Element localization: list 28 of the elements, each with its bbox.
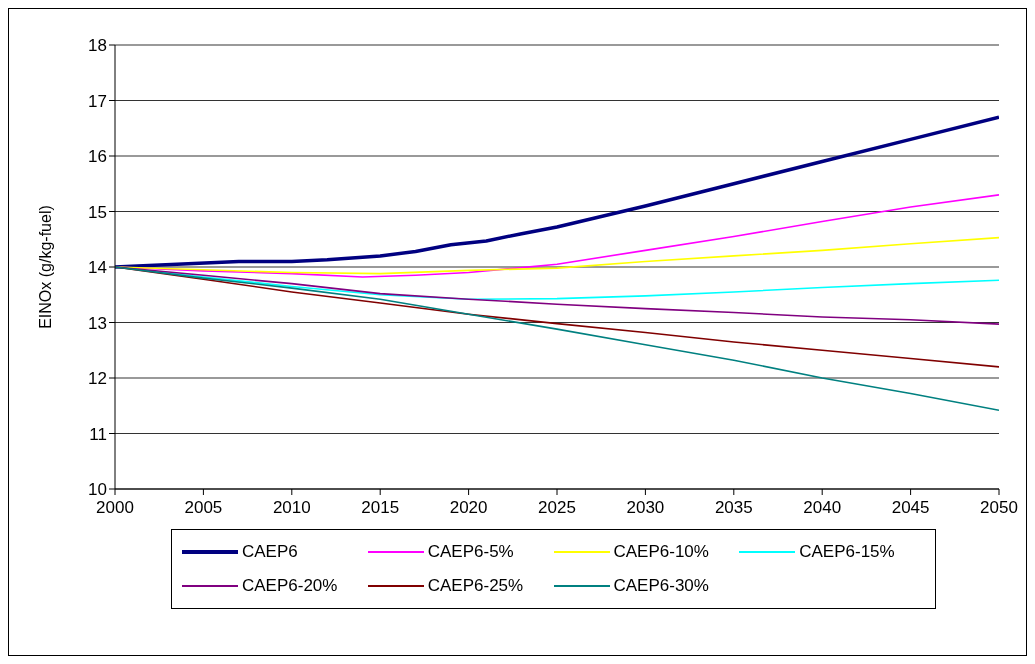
y-tick-label: 18 xyxy=(88,36,107,56)
legend-label: CAEP6-5% xyxy=(427,542,514,562)
y-tick-label: 12 xyxy=(88,369,107,389)
legend-label: CAEP6-20% xyxy=(242,576,338,596)
x-tick-label: 2010 xyxy=(272,498,311,518)
legend-label: CAEP6-10% xyxy=(613,542,709,562)
y-tick-label: 11 xyxy=(89,424,107,444)
x-tick-label: 2045 xyxy=(891,498,930,518)
y-tick-label: 13 xyxy=(88,313,107,333)
y-tick-label: 16 xyxy=(88,147,107,167)
x-tick-label: 2050 xyxy=(980,498,1018,518)
legend-label: CAEP6-15% xyxy=(799,542,895,562)
legend-label: CAEP6-25% xyxy=(427,576,524,596)
y-tick-label: 15 xyxy=(88,202,107,222)
x-tick-label: 2020 xyxy=(449,498,488,518)
x-tick-label: 2040 xyxy=(803,498,842,518)
legend-label: CAEP6 xyxy=(242,542,298,562)
y-tick-label: 17 xyxy=(88,91,107,111)
x-tick-label: 2000 xyxy=(96,498,134,518)
legend-label: CAEP6-30% xyxy=(613,576,709,596)
x-tick-label: 2030 xyxy=(626,498,665,518)
x-tick-label: 2025 xyxy=(538,498,576,518)
y-tick-label: 10 xyxy=(88,480,107,500)
x-tick-label: 2005 xyxy=(184,498,223,518)
y-axis-title: EINOx (g/kg-fuel) xyxy=(36,205,54,329)
x-tick-label: 2035 xyxy=(714,498,753,518)
y-tick-label: 14 xyxy=(88,258,107,278)
x-tick-label: 2015 xyxy=(361,498,400,518)
